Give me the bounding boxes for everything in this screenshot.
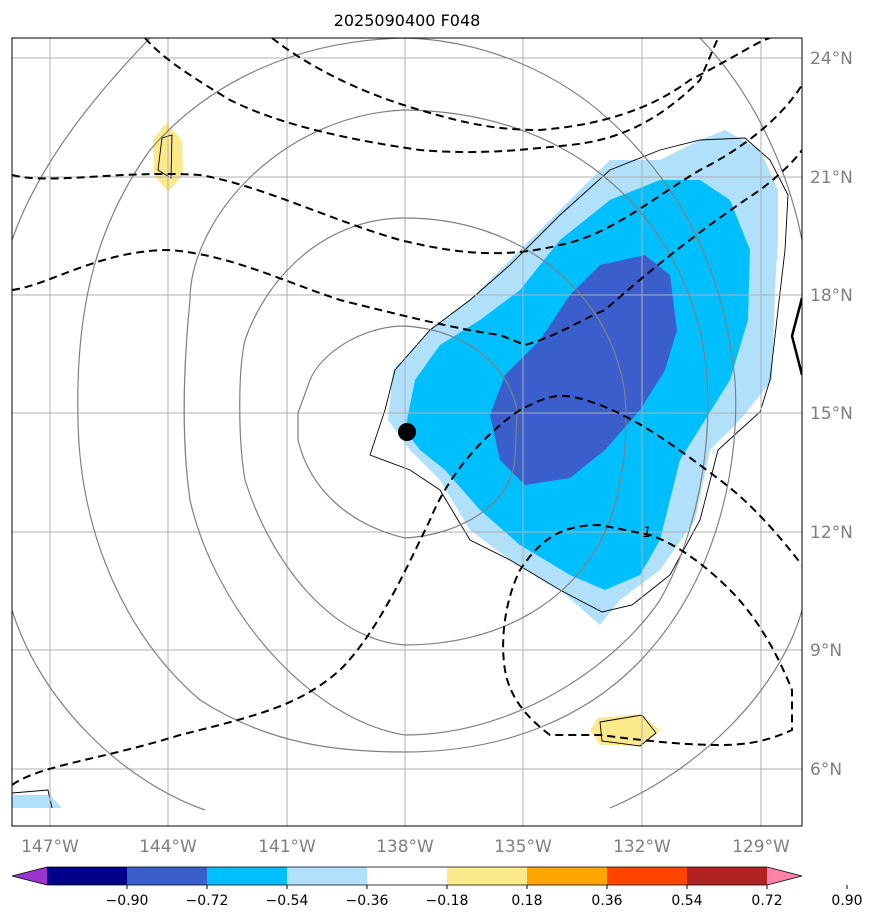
colorbar-segment [47,867,128,885]
contour-label: 1 [643,525,652,541]
anomaly-fill-royal-blue [490,255,677,485]
map-frame [11,37,803,827]
colorbar-tick-label: 0.18 [511,893,542,909]
colorbar-segment [367,867,448,885]
colorbar-tick-label: −0.72 [186,893,229,909]
storm-center-marker [398,423,416,441]
colorbar-tick-label: −0.90 [106,893,149,909]
colorbar: −0.90 −0.72 −0.54 −0.36 −0.18 0.18 0.36 0.54 0.7… [11,866,863,909]
colorbar-outline [11,866,803,886]
thin-contours [12,134,789,809]
lon-label: 138°W [376,837,434,857]
lat-label: 21°N [810,168,853,188]
colorbar-extend-min [12,867,47,885]
isobars [12,38,802,811]
colorbar-segment [527,867,608,885]
colorbar-tick-label: 0.54 [671,893,702,909]
lat-label: 6°N [810,760,842,780]
colorbar-tick-label: −0.54 [266,893,309,909]
colorbar-segment [207,867,288,885]
lat-labels: 24°N 21°N 18°N 15°N 12°N 9°N 6°N [810,49,853,780]
colorbar-tick-label: 0.36 [591,893,622,909]
lon-label: 132°W [613,837,671,857]
map-area: 1 [12,38,802,826]
boundary-line [790,297,802,376]
colorbar-tick-label: 0.72 [751,893,782,909]
lon-label: 135°W [494,837,552,857]
dashed-contours [12,38,802,786]
lon-label: 147°W [21,837,79,857]
colorbar-segment [127,867,208,885]
lat-label: 15°N [810,404,853,424]
colorbar-tick-label: −0.18 [426,893,469,909]
lat-label: 18°N [810,286,853,306]
colorbar-tick-label: −0.36 [346,893,389,909]
lon-labels: 147°W 144°W 141°W 138°W 135°W 132°W 129°… [21,837,790,857]
colorbar-segment [687,867,768,885]
lat-label: 12°N [810,523,853,543]
map-title: 2025090400 F048 [334,11,481,30]
lon-label: 141°W [258,837,316,857]
colorbar-tick-label: 0.90 [831,893,862,909]
lon-label: 144°W [139,837,197,857]
lat-label: 24°N [810,49,853,69]
lat-label: 9°N [810,641,842,661]
anomaly-fill-light-blue-corner [12,795,62,808]
colorbar-segment [447,867,528,885]
colorbar-segment [607,867,688,885]
colorbar-extend-max [767,867,802,885]
colorbar-segment [287,867,368,885]
graticule [12,38,802,826]
lon-label: 129°W [732,837,790,857]
